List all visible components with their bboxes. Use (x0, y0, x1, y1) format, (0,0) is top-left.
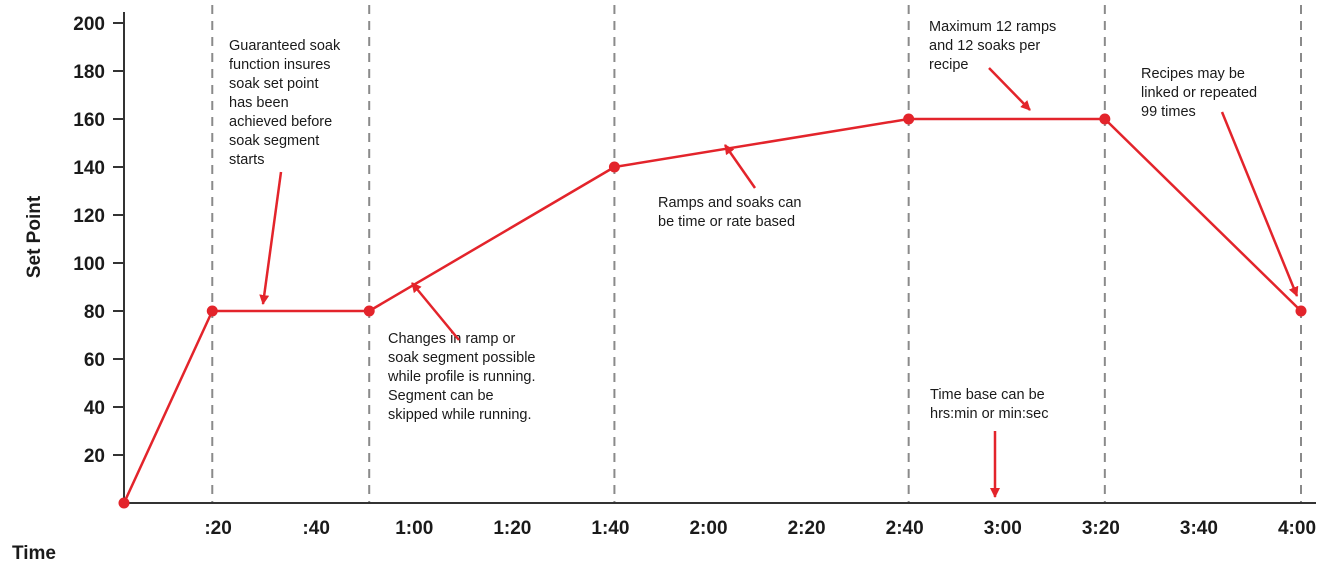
annotation-3: Ramps and soaks can be time or rate based (658, 145, 801, 230)
annotation-text: 99 times (1141, 104, 1196, 120)
annotation-4: Maximum 12 ramps and 12 soaks per recipe (929, 19, 1056, 110)
annotation-5: Recipes may be linked or repeated 99 times (1141, 66, 1297, 296)
series-point (1296, 306, 1307, 317)
y-axis-title: Set Point (24, 195, 45, 278)
x-tick-label: 2:20 (788, 518, 826, 539)
y-tick-label: 40 (84, 398, 105, 419)
annotation-text: has been (229, 95, 289, 111)
annotation-text: linked or repeated (1141, 85, 1257, 101)
annotation-text: Guaranteed soak (229, 38, 341, 54)
x-tick-label: :40 (302, 518, 329, 539)
x-tick-label: 3:00 (984, 518, 1022, 539)
y-tick-label: 80 (84, 302, 105, 323)
annotation-text: function insures (229, 57, 331, 73)
annotation-text: while profile is running. (387, 369, 536, 385)
annotation-text: Recipes may be (1141, 66, 1245, 82)
annotation-6: Time base can be hrs:min or min:sec (930, 387, 1048, 497)
annotation-arrow (725, 145, 755, 188)
annotation-1: Guaranteed soak function insures soak set … (229, 38, 341, 304)
series-point (903, 114, 914, 125)
x-tick-label: 1:20 (493, 518, 531, 539)
y-tick-label: 100 (73, 254, 105, 275)
x-tick-label: 1:40 (591, 518, 629, 539)
y-tick-label: 140 (73, 158, 105, 179)
series-point (119, 498, 130, 509)
y-tick-label: 60 (84, 350, 105, 371)
annotation-text: Segment can be (388, 388, 494, 404)
y-tick-label: 160 (73, 110, 105, 131)
series-point (1099, 114, 1110, 125)
y-tick-label: 120 (73, 206, 105, 227)
grid-lines (212, 5, 1301, 503)
annotation-text: soak set point (229, 76, 318, 92)
annotation-text: skipped while running. (388, 407, 531, 423)
series-line (124, 119, 1301, 503)
annotation-text: achieved before (229, 114, 332, 130)
x-tick-label: 3:20 (1082, 518, 1120, 539)
x-tick-label: 1:00 (395, 518, 433, 539)
series-point (364, 306, 375, 317)
annotations: Guaranteed soak function insures soak set … (229, 19, 1297, 497)
annotation-text: and 12 soaks per (929, 38, 1040, 54)
annotation-text: Time base can be (930, 387, 1045, 403)
annotation-text: soak segment possible (388, 350, 536, 366)
annotation-text: be time or rate based (658, 214, 795, 230)
annotation-arrow (1222, 112, 1297, 296)
series-point (609, 162, 620, 173)
annotation-text: recipe (929, 57, 969, 73)
x-axis-title: Time (12, 543, 56, 564)
annotation-text: Ramps and soaks can (658, 195, 801, 211)
x-tick-label: 2:40 (886, 518, 924, 539)
y-ticks: 20 40 60 80 100 120 140 160 180 200 (73, 14, 124, 467)
x-ticks: :20 :40 1:00 1:20 1:40 2:00 2:20 2:40 3:00 3:20 3:… (204, 518, 1316, 539)
x-tick-label: 3:40 (1180, 518, 1218, 539)
series-point (207, 306, 218, 317)
series-layer (119, 114, 1307, 509)
annotation-text: soak segment (229, 133, 319, 149)
annotation-text: starts (229, 152, 264, 168)
annotation-arrow (263, 172, 281, 304)
annotation-arrow (989, 68, 1030, 110)
x-tick-label: 4:00 (1278, 518, 1316, 539)
annotation-text: Maximum 12 ramps (929, 19, 1056, 35)
annotation-text: Changes in ramp or (388, 331, 516, 347)
x-tick-label: 2:00 (689, 518, 727, 539)
x-tick-label: :20 (204, 518, 231, 539)
y-tick-label: 20 (84, 446, 105, 467)
annotation-text: hrs:min or min:sec (930, 406, 1048, 422)
annotation-2: Changes in ramp or soak segment possible w… (387, 283, 536, 423)
y-tick-label: 180 (73, 62, 105, 83)
y-tick-label: 200 (73, 14, 105, 35)
